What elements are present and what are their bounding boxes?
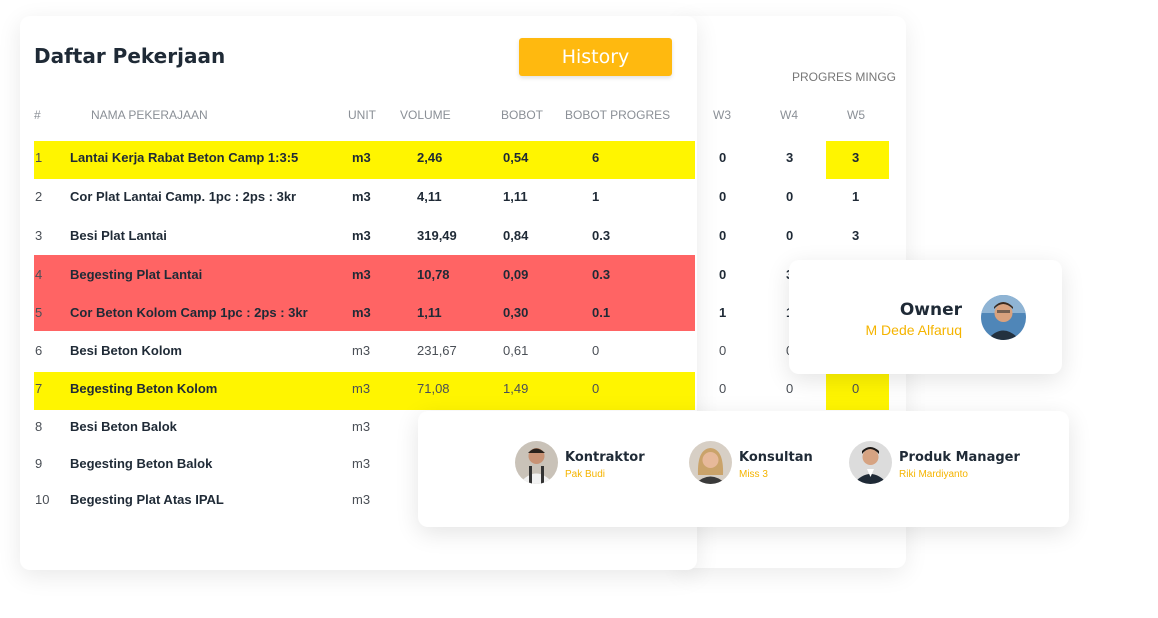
cell-unit: m3 <box>352 492 371 507</box>
row-highlight-yellow <box>34 372 695 410</box>
cell-num: 10 <box>35 492 50 507</box>
konsultan-avatar-icon <box>689 441 732 484</box>
cell-num: 4 <box>35 267 43 282</box>
cell-w4: 3 <box>786 150 794 165</box>
cell-nama: Begesting Beton Kolom <box>70 381 218 396</box>
cell-volume: 1,11 <box>417 305 442 320</box>
cell-progres: 0 <box>592 381 600 396</box>
cell-w3: 0 <box>719 343 727 358</box>
page-title: Daftar Pekerjaan <box>34 44 226 68</box>
cell-bobot: 0,09 <box>503 267 529 282</box>
owner-card[interactable]: Owner M Dede Alfaruq <box>789 260 1062 374</box>
cell-nama: Besi Plat Lantai <box>70 228 167 243</box>
cell-progres: 6 <box>592 150 600 165</box>
header-w5: W5 <box>847 108 865 122</box>
header-unit: UNIT <box>348 108 376 122</box>
header-nama: NAMA PEKERAJAAN <box>91 108 208 122</box>
owner-name: M Dede Alfaruq <box>865 322 963 338</box>
cell-volume: 2,46 <box>417 150 443 165</box>
cell-num: 8 <box>35 419 43 434</box>
cell-progres: 1 <box>592 189 600 204</box>
cell-w3: 0 <box>719 189 727 204</box>
team-card: Kontraktor Pak Budi Konsultan Miss 3 Pro… <box>418 411 1069 527</box>
cell-unit: m3 <box>352 150 371 165</box>
cell-bobot: 1,49 <box>503 381 529 396</box>
cell-unit: m3 <box>352 456 371 471</box>
cell-num: 6 <box>35 343 43 358</box>
header-w4: W4 <box>780 108 798 122</box>
cell-progres: 0.3 <box>592 267 611 282</box>
kontraktor-avatar-icon <box>515 441 558 484</box>
cell-progres: 0 <box>592 343 600 358</box>
owner-role: Owner <box>899 300 962 320</box>
cell-num: 1 <box>35 150 43 165</box>
cell-volume: 71,08 <box>417 381 450 396</box>
cell-bobot: 0,30 <box>503 305 529 320</box>
team-member-name: Riki Mardiyanto <box>899 469 968 480</box>
cell-nama: Begesting Beton Balok <box>70 456 213 471</box>
cell-bobot: 0,61 <box>503 343 529 358</box>
cell-w4: 0 <box>786 189 794 204</box>
cell-w5: 3 <box>852 228 860 243</box>
cell-w4: 0 <box>786 381 794 396</box>
team-member-name: Miss 3 <box>739 469 768 480</box>
team-member-name: Pak Budi <box>565 469 606 480</box>
cell-w3: 0 <box>719 381 727 396</box>
cell-w3: 0 <box>719 228 727 243</box>
cell-num: 9 <box>35 456 43 471</box>
cell-nama: Cor Beton Kolom Camp 1pc : 2ps : 3kr <box>70 305 308 320</box>
row-highlight-red <box>34 255 695 331</box>
cell-unit: m3 <box>352 189 371 204</box>
header-w3: W3 <box>713 108 731 122</box>
row-highlight-yellow <box>34 141 695 179</box>
cell-w5: 1 <box>852 189 860 204</box>
w5-highlight <box>826 141 889 179</box>
team-member-role: Konsultan <box>739 450 813 465</box>
cell-unit: m3 <box>352 343 371 358</box>
cell-num: 3 <box>35 228 43 243</box>
team-member-role: Kontraktor <box>565 450 645 465</box>
cell-num: 7 <box>35 381 43 396</box>
cell-nama: Begesting Plat Atas IPAL <box>70 492 224 507</box>
history-button[interactable]: History <box>519 38 672 76</box>
header-number: # <box>34 108 41 122</box>
cell-volume: 231,67 <box>417 343 457 358</box>
cell-bobot: 0,54 <box>503 150 529 165</box>
cell-unit: m3 <box>352 228 371 243</box>
header-bobot-progres: BOBOT PROGRES <box>565 108 671 122</box>
header-bobot: BOBOT <box>501 108 544 122</box>
cell-volume: 319,49 <box>417 228 457 243</box>
cell-w4: 0 <box>786 228 794 243</box>
cell-unit: m3 <box>352 419 371 434</box>
cell-progres: 0.3 <box>592 228 611 243</box>
w5-highlight <box>826 372 889 410</box>
cell-bobot: 1,11 <box>503 189 528 204</box>
cell-volume: 4,11 <box>417 189 442 204</box>
cell-unit: m3 <box>352 381 371 396</box>
header-volume: VOLUME <box>400 108 451 122</box>
cell-num: 5 <box>35 305 43 320</box>
cell-progres: 0.1 <box>592 305 611 320</box>
cell-unit: m3 <box>352 267 371 282</box>
cell-nama: Besi Beton Kolom <box>70 343 182 358</box>
cell-w3: 0 <box>719 150 727 165</box>
produk-manager-avatar-icon <box>849 441 892 484</box>
cell-nama: Begesting Plat Lantai <box>70 267 203 282</box>
cell-nama: Besi Beton Balok <box>70 419 177 434</box>
cell-w3: 0 <box>719 267 727 282</box>
cell-bobot: 0,84 <box>503 228 529 243</box>
cell-w5: 3 <box>852 150 860 165</box>
team-member-role: Produk Manager <box>899 450 1020 465</box>
cell-num: 2 <box>35 189 43 204</box>
cell-volume: 10,78 <box>417 267 450 282</box>
cell-nama: Cor Plat Lantai Camp. 1pc : 2ps : 3kr <box>70 189 297 204</box>
cell-nama: Lantai Kerja Rabat Beton Camp 1:3:5 <box>70 150 299 165</box>
weekly-progress-label: PROGRES MINGG <box>792 70 897 84</box>
cell-w3: 1 <box>719 305 727 320</box>
owner-avatar-icon <box>981 295 1026 340</box>
cell-w5: 0 <box>852 381 860 396</box>
cell-unit: m3 <box>352 305 371 320</box>
